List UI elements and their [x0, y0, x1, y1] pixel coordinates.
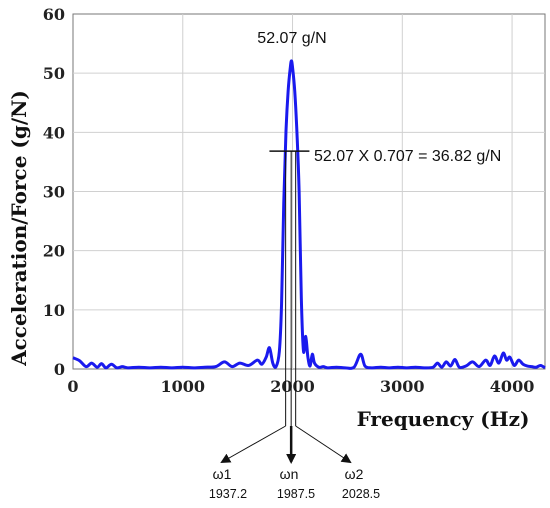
- y-tick-label-0: 0: [54, 360, 65, 379]
- omega2-arrow: [295, 425, 352, 464]
- x-tick-label-0: 0: [67, 377, 78, 396]
- omega2-value: 2028.5: [342, 487, 380, 501]
- omega2-label: ω2: [345, 466, 364, 482]
- y-tick-label-1: 10: [43, 301, 65, 320]
- x-tick-label-1: 1000: [161, 377, 206, 396]
- y-tick-label-5: 50: [43, 64, 65, 83]
- tick-labels: 0 1000 2000 3000 4000 0 10 20 30 40 50 60: [43, 5, 535, 396]
- x-tick-label-4: 4000: [490, 377, 535, 396]
- y-tick-label-2: 20: [43, 242, 65, 261]
- omegan-label: ωn: [280, 466, 299, 482]
- omega1-label: ω1: [213, 466, 232, 482]
- annotation-layer: [220, 150, 352, 464]
- peak-label: 52.07 g/N: [257, 30, 326, 47]
- x-tick-label-2: 2000: [270, 377, 315, 396]
- half-power-label: 52.07 X 0.707 = 36.82 g/N: [314, 148, 501, 165]
- omegan-value: 1987.5: [277, 487, 315, 501]
- y-tick-label-3: 30: [43, 183, 65, 202]
- y-axis-title: Acceleration/Force (g/N): [7, 90, 31, 367]
- x-tick-label-3: 3000: [380, 377, 425, 396]
- series-line-0: [72, 59, 546, 370]
- series-layer: [72, 59, 546, 370]
- y-tick-label-6: 60: [43, 5, 65, 24]
- y-tick-label-4: 40: [43, 123, 65, 142]
- omega1-value: 1937.2: [209, 487, 247, 501]
- omega1-arrow: [220, 425, 286, 463]
- x-axis-title: Frequency (Hz): [357, 407, 530, 431]
